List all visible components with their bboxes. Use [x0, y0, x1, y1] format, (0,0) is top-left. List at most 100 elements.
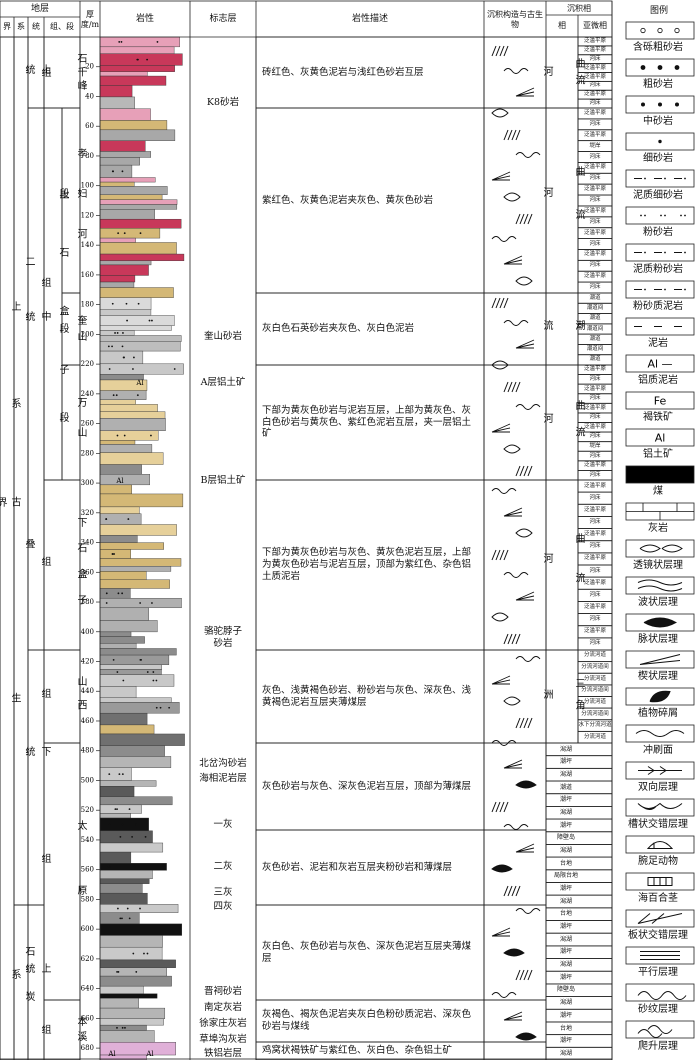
- grain-dot: [155, 679, 158, 682]
- legend-box: [625, 465, 695, 484]
- structure-symbol: [503, 192, 521, 202]
- structure-symbol: [515, 1032, 537, 1041]
- subfacies-label: 河床: [589, 375, 601, 382]
- lithology-label: Al: [115, 477, 124, 485]
- lithology-bed: [99, 325, 172, 331]
- lithology-bed: [99, 315, 175, 326]
- grain-dot: [114, 808, 117, 811]
- subfacies-label: 分流河道间: [581, 710, 609, 717]
- grain-dot: [111, 553, 114, 555]
- lithology-bed: [99, 796, 173, 806]
- lithology-bed: [99, 579, 170, 589]
- marker-label: 铁铝岩层: [203, 1048, 242, 1060]
- lithology-label: Al: [135, 379, 144, 387]
- structure-symbol: [499, 801, 505, 813]
- grain-dot: [105, 602, 108, 604]
- legend-label: 平行层理: [638, 966, 678, 978]
- header-facies: 相: [558, 21, 566, 30]
- structure-symbol: [515, 528, 533, 538]
- subfacies-label: 局限台地: [553, 872, 578, 880]
- legend-label: 海百合茎: [638, 892, 678, 904]
- lithology-bed: [99, 75, 167, 86]
- structure-symbol: [499, 297, 505, 309]
- legend-symbol: [664, 177, 666, 180]
- structure-symbol: [515, 129, 521, 141]
- lithology-bed: [99, 1030, 155, 1043]
- depth-label: 520: [81, 806, 94, 814]
- depth-label: 180: [81, 301, 94, 309]
- subfacies-label: 障壁岛: [556, 986, 575, 994]
- structure-symbol: [515, 885, 521, 897]
- marker-label: K8砂岩: [206, 97, 240, 109]
- grain-dot: [122, 679, 125, 682]
- marker-label: 一灰: [213, 819, 233, 831]
- lithology-bed: [99, 607, 150, 621]
- subfacies-label: 台地: [559, 859, 572, 867]
- grain-dot: [121, 823, 124, 826]
- lithology-bed: [99, 535, 138, 543]
- lithology-bed: [99, 363, 184, 375]
- lithology-bed: [99, 998, 139, 1009]
- subfacies-label: 分流河道间: [581, 687, 609, 694]
- subfacies-label: 泛滥平原: [583, 110, 606, 116]
- grain-dot: [107, 345, 110, 348]
- lithology-bed: [99, 129, 176, 141]
- legend-title: 图例: [649, 6, 668, 17]
- lithology-bed: [99, 745, 165, 757]
- facies-label: 曲流河: [541, 399, 584, 454]
- header-description: 岩性描述: [351, 13, 388, 24]
- grain-dot: [116, 971, 118, 973]
- lithology-bed: [99, 959, 176, 968]
- grain-dot: [121, 170, 124, 173]
- subfacies-label: 潟湖: [559, 999, 572, 1007]
- grain-dot: [116, 434, 119, 437]
- structure-symbol: [503, 507, 523, 517]
- grain-dot: [126, 319, 128, 322]
- grain-dot: [133, 865, 136, 868]
- lithology-bed: [99, 842, 164, 853]
- structure-symbol: [511, 381, 517, 393]
- subfacies-label: 潮坪: [559, 948, 572, 956]
- grain-dot: [117, 907, 119, 910]
- structure-symbol: [495, 297, 501, 309]
- depth-label: 600: [81, 925, 94, 933]
- grain-dot: [131, 835, 134, 838]
- structure-symbol: [515, 908, 541, 914]
- subfacies-label: 河床: [589, 284, 601, 291]
- marker-label: 晋祠砂岩: [203, 986, 242, 998]
- structure-symbol: [491, 423, 511, 433]
- lithology-bed: [99, 411, 166, 419]
- depth-label: 140: [81, 241, 94, 249]
- subfacies-label: 潮坪: [559, 1011, 572, 1019]
- grain-dot: [116, 808, 118, 811]
- grain-dot: [117, 232, 120, 235]
- lithology-bed: [99, 430, 159, 441]
- structure-symbol: [491, 236, 517, 242]
- grain-dot: [111, 170, 114, 173]
- depth-label: 160: [81, 271, 94, 279]
- lithology-bed: [99, 648, 177, 656]
- structure-symbol: [503, 549, 509, 561]
- grain-dot: [168, 706, 171, 709]
- grain-dot: [136, 58, 139, 61]
- structure-symbol: [503, 948, 525, 957]
- legend-label: 植物碎屑: [638, 707, 678, 719]
- lithology-bed: [99, 975, 172, 987]
- marker-label: 骆驼脖子砂岩: [203, 626, 242, 649]
- grain-dot: [105, 592, 108, 595]
- subfacies-label: 河床: [589, 262, 601, 269]
- legend-box: [625, 798, 695, 817]
- lithology-bed: [99, 65, 175, 72]
- subfacies-label: 泛滥平原: [583, 604, 606, 611]
- subfacies-label: 泛滥平原: [583, 579, 606, 586]
- grain-dot: [117, 971, 120, 973]
- depth-label: 500: [81, 776, 94, 784]
- structure-symbol: [503, 824, 529, 830]
- grain-dot: [108, 823, 111, 826]
- subfacies-label: 潟湖: [559, 897, 572, 905]
- legend-label: 板状交错层理: [628, 929, 688, 941]
- structure-symbol: [515, 591, 535, 601]
- legend-box: [625, 835, 695, 854]
- subfacies-label: 潮坪: [559, 923, 572, 931]
- legend-symbol: [658, 102, 663, 107]
